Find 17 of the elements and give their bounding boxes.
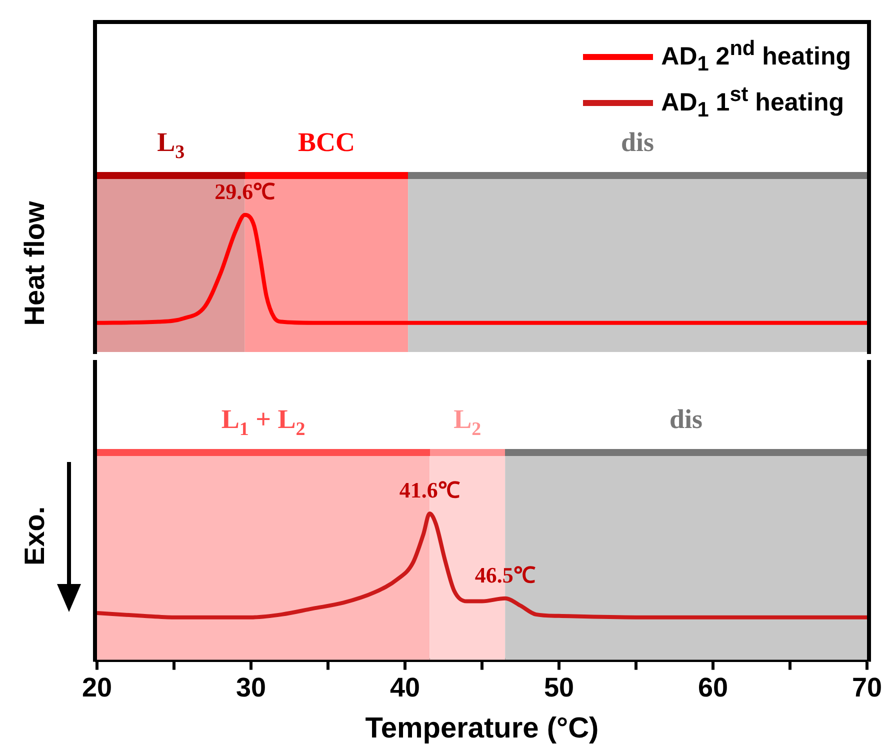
band-label: dis xyxy=(621,127,654,157)
x-tick-label: 70 xyxy=(852,672,882,702)
annotation: 41.6℃ xyxy=(399,477,460,502)
annotation: 29.6℃ xyxy=(214,178,276,204)
legend-label: AD$_{1}$ 1$^{st}$ heating xyxy=(661,83,844,123)
y-axis-title: Exo. xyxy=(19,506,50,566)
y-axis-title: Heat flow xyxy=(19,201,50,326)
x-tick-label: 20 xyxy=(82,672,112,702)
band-label: dis xyxy=(670,404,703,434)
x-tick-label: 40 xyxy=(390,672,420,702)
x-tick-label: 30 xyxy=(236,672,266,702)
legend-label: AD$_{1}$ 2$^{nd}$ heating xyxy=(661,37,851,77)
x-axis-title: Temperature (°C) xyxy=(365,712,599,745)
band-label: BCC xyxy=(298,127,355,157)
annotation: 46.5℃ xyxy=(474,562,536,588)
x-tick-label: 50 xyxy=(544,672,574,702)
x-tick-label: 60 xyxy=(698,672,728,702)
